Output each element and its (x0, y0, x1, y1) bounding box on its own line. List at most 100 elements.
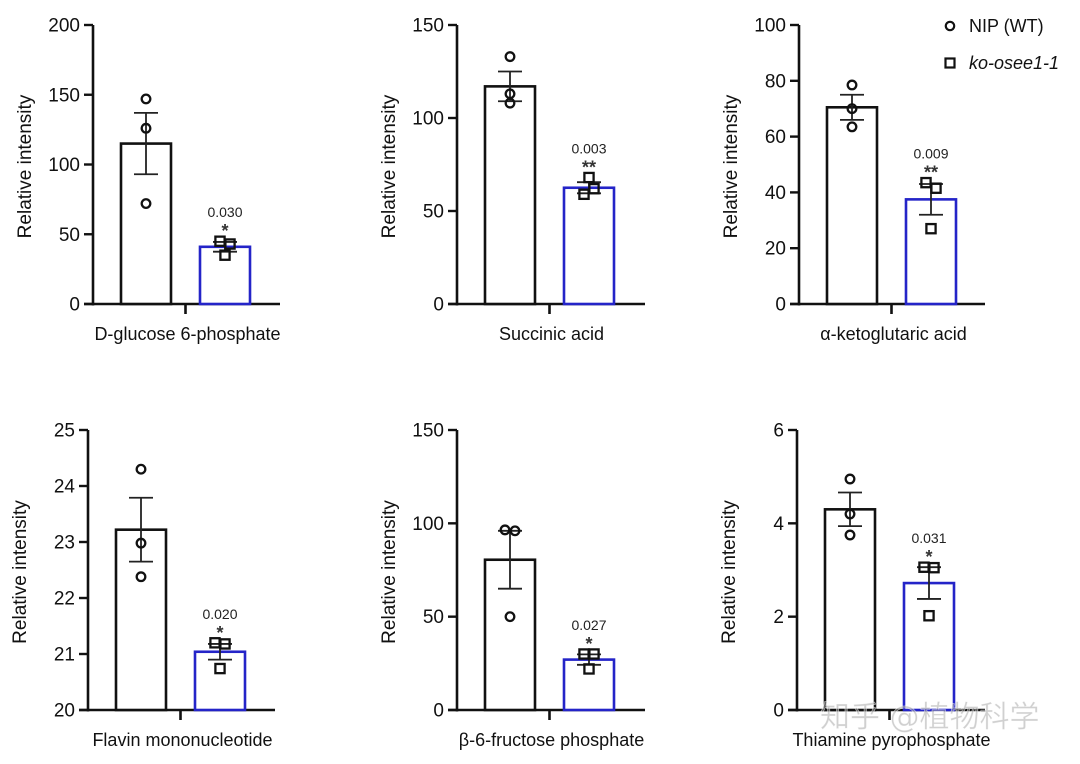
y-axis-title: Relative intensity (10, 500, 31, 644)
p-value-label: 0.020 (202, 606, 237, 622)
y-tick-label: 25 (54, 421, 75, 442)
x-axis-label: D-glucose 6-phosphate (94, 324, 280, 344)
y-tick-label: 0 (775, 295, 786, 316)
p-value-label: 0.030 (207, 204, 242, 220)
p-value-label: 0.009 (913, 146, 948, 162)
chart-panel-1: 0 50 100 150 200 Relative intensity D-glucose … (15, 16, 281, 345)
y-tick-label: 150 (412, 421, 444, 442)
y-tick-label: 100 (754, 16, 786, 37)
chart-panel-4: 20 21 22 23 24 25 Relative intensity Flavin mon… (10, 421, 275, 750)
data-point-square (930, 182, 942, 194)
data-point-square (588, 648, 600, 660)
chart-panel-5: 0 50 100 150 Relative intensity β-6-fructose … (379, 421, 645, 750)
y-tick-label: 50 (423, 202, 444, 223)
significance-stars: * (216, 623, 223, 643)
data-point-circle (844, 508, 856, 520)
data-point-square (219, 249, 231, 261)
legend-item-mutant: ko-osee1-1 (944, 53, 1059, 73)
x-axis-label: Thiamine pyrophosphate (792, 730, 990, 750)
significance-stars: * (221, 221, 228, 241)
data-point-circle (844, 529, 856, 541)
y-axis-title: Relative intensity (719, 500, 740, 644)
error-bar (498, 70, 522, 103)
data-point-circle (140, 93, 152, 105)
chart-panel-3: 0 20 40 60 80 100 Relative intensity α-ketoglut… (721, 16, 985, 344)
data-point-circle (135, 571, 147, 583)
p-value-label: 0.031 (911, 530, 946, 546)
y-tick-label: 80 (765, 71, 786, 92)
data-point-square (578, 188, 590, 201)
data-point-circle (844, 473, 856, 485)
data-point-square (928, 561, 940, 574)
y-tick-label: 100 (412, 109, 444, 130)
y-tick-label: 0 (433, 295, 444, 316)
y-tick-label: 6 (773, 421, 784, 442)
legend-label-mutant: ko-osee1-1 (969, 53, 1059, 73)
p-value-label: 0.003 (571, 141, 606, 157)
data-point-circle (846, 79, 858, 91)
data-point-square (923, 609, 935, 622)
bar-mutant (904, 198, 958, 306)
square-marker-icon (944, 57, 956, 69)
legend: NIP (WT) ko-osee1-1 (944, 16, 1059, 73)
y-tick-label: 23 (54, 533, 75, 554)
bar-mutant (562, 658, 616, 712)
data-point-square (925, 222, 937, 235)
data-point-circle (509, 525, 521, 537)
y-tick-label: 0 (69, 295, 80, 316)
legend-label-wt: NIP (WT) (969, 16, 1044, 36)
bar-wt (483, 85, 537, 306)
y-tick-label: 50 (59, 225, 80, 246)
bar-mutant (198, 245, 252, 306)
data-point-square (219, 638, 231, 650)
chart-panel-6: 0 2 4 6 Relative intensity Thiamine pyrophosp… (719, 421, 991, 751)
error-bar (129, 496, 153, 563)
legend-item-wt: NIP (WT) (944, 16, 1044, 36)
y-tick-label: 20 (54, 701, 75, 722)
bar-mutant (562, 186, 616, 306)
data-point-circle (504, 51, 516, 63)
data-point-circle (135, 537, 147, 549)
y-tick-label: 2 (773, 607, 784, 628)
y-axis-title: Relative intensity (721, 94, 742, 238)
y-tick-label: 20 (765, 239, 786, 260)
circle-marker-icon (944, 20, 956, 32)
significance-stars: * (925, 547, 932, 567)
y-tick-label: 100 (412, 514, 444, 535)
data-point-square (583, 171, 595, 184)
y-tick-label: 60 (765, 127, 786, 148)
significance-stars: ** (924, 163, 938, 183)
x-axis-label: Succinic acid (499, 324, 604, 344)
bar-mutant (902, 581, 956, 712)
y-tick-label: 100 (48, 155, 80, 176)
data-point-circle (135, 463, 147, 475)
y-tick-label: 0 (773, 701, 784, 722)
y-tick-label: 24 (54, 477, 76, 498)
x-axis-label: Flavin mononucleotide (92, 730, 272, 750)
y-tick-label: 150 (412, 16, 444, 37)
y-axis-title: Relative intensity (379, 94, 400, 238)
data-point-circle (504, 97, 516, 109)
data-point-square (214, 662, 226, 675)
x-axis-label: α-ketoglutaric acid (820, 324, 966, 344)
y-tick-label: 200 (48, 16, 80, 37)
data-point-circle (140, 122, 152, 134)
data-point-circle (504, 611, 516, 623)
significance-stars: ** (582, 158, 596, 178)
p-value-label: 0.027 (571, 617, 606, 633)
data-point-circle (846, 103, 858, 115)
y-axis-title: Relative intensity (15, 94, 36, 238)
y-tick-label: 150 (48, 85, 80, 106)
y-tick-label: 40 (765, 183, 786, 204)
data-point-circle (499, 524, 511, 536)
y-axis-title: Relative intensity (379, 500, 400, 644)
bar-wt (825, 106, 879, 306)
y-tick-label: 21 (54, 645, 75, 666)
y-tick-label: 4 (773, 514, 784, 535)
error-bar (840, 93, 864, 121)
data-point-square (224, 238, 236, 250)
y-tick-label: 50 (423, 607, 444, 628)
data-point-circle (846, 121, 858, 133)
y-tick-label: 22 (54, 589, 75, 610)
